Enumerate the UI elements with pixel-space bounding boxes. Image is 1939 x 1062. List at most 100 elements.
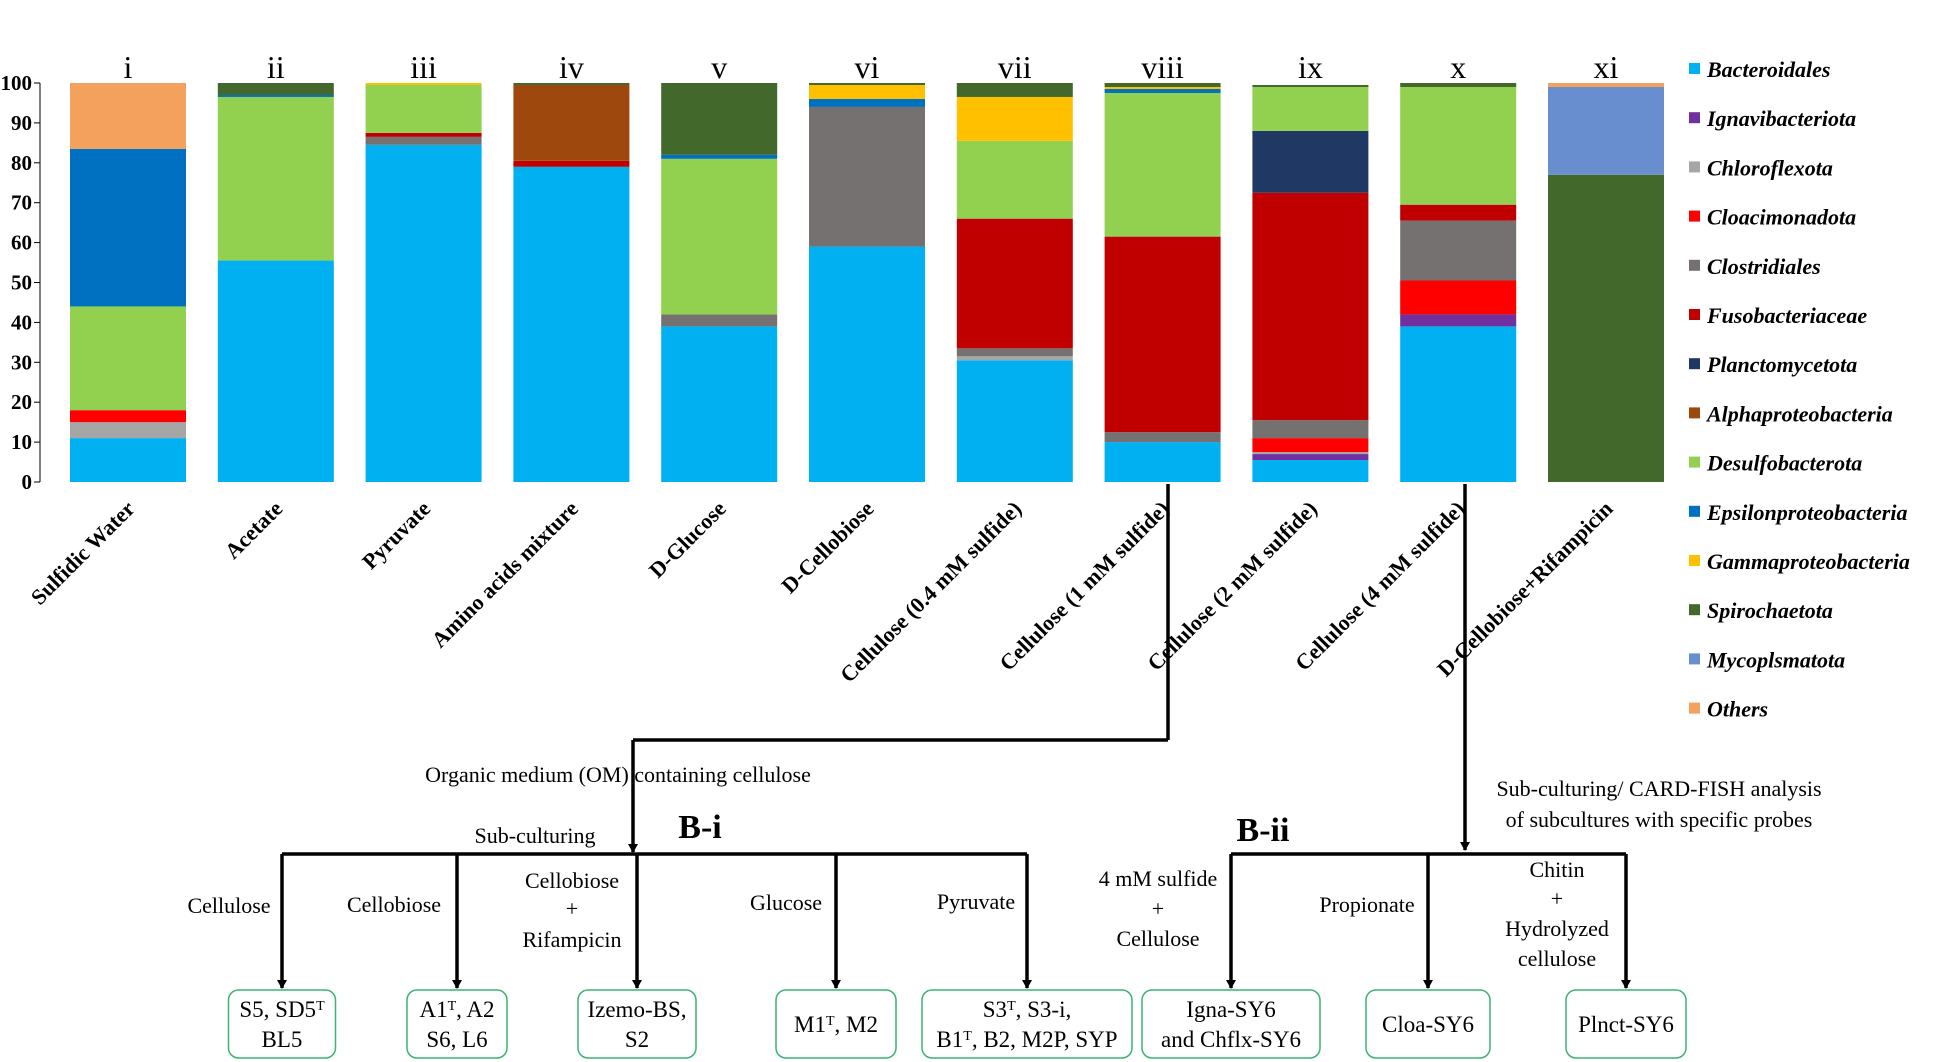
section-label-b-ii: B-ii — [1237, 812, 1290, 849]
bar-segment — [1400, 314, 1517, 327]
condition-label: cellulose — [1518, 946, 1596, 971]
strain-segment: S3 — [983, 997, 1007, 1022]
strain-text: S6, L6 — [426, 1027, 487, 1052]
strain-segment: S2 — [625, 1027, 649, 1052]
bar-segment — [809, 246, 925, 482]
bar-segment — [661, 326, 778, 482]
category-label: Pyruvate — [357, 496, 435, 574]
strain-segment: Izemo-BS, — [587, 997, 686, 1022]
legend-swatch — [1689, 210, 1700, 222]
legend-swatch — [1689, 604, 1700, 616]
legend-swatch — [1689, 309, 1700, 320]
bar-numeral: vi — [855, 49, 880, 85]
condition-label: + — [566, 896, 578, 921]
bar-segment — [809, 83, 925, 85]
condition-label: Glucose — [750, 890, 822, 915]
legend-label: Bacteroidales — [1706, 57, 1830, 82]
bar-segment — [809, 84, 925, 99]
bar-segment — [513, 83, 630, 85]
strain-segment: , B2, M2P, SYP — [972, 1027, 1118, 1052]
category-label: D-Cellobiose — [776, 496, 879, 599]
y-tick-label: 70 — [11, 191, 32, 215]
legend-swatch — [1689, 702, 1700, 714]
strain-segment: Plnct-SY6 — [1578, 1012, 1674, 1037]
strain-text: M1T, M2 — [794, 1012, 878, 1037]
strain-text: Izemo-BS, — [587, 997, 686, 1022]
strain-text: B1T, B2, M2P, SYP — [936, 1027, 1117, 1052]
bar-segment — [365, 144, 482, 482]
legend-label: Others — [1707, 697, 1768, 722]
bar-segment — [661, 154, 778, 159]
flow-diagram: Organic medium (OM) containing cellulose… — [187, 484, 1822, 1059]
bar-segment — [956, 140, 1073, 219]
bar-segment — [1252, 452, 1369, 455]
bar-numeral: iv — [559, 49, 584, 85]
bar-segment — [1400, 204, 1517, 221]
bar-segment — [70, 422, 186, 439]
bar-segment — [956, 218, 1073, 349]
superscript: T — [316, 999, 325, 1014]
condition-label: Cellulose — [1116, 926, 1199, 951]
bar-segment — [809, 98, 925, 107]
legend-swatch — [1689, 505, 1700, 517]
legend-swatch — [1689, 653, 1700, 665]
y-tick-label: 90 — [11, 111, 32, 135]
legend-label: Mycoplsmatota — [1706, 647, 1845, 672]
strain-segment: S6, L6 — [426, 1027, 487, 1052]
bar-segment — [1104, 86, 1221, 89]
bar-segment — [1104, 236, 1221, 433]
strain-segment: , M2 — [835, 1012, 878, 1037]
legend-label: Planctomycetota — [1706, 352, 1857, 377]
legend-label: Chloroflexota — [1707, 155, 1833, 180]
bar-segment — [1400, 220, 1517, 281]
bar-numeral: i — [124, 49, 133, 85]
legend-label: Spirochaetota — [1707, 598, 1833, 623]
strain-text: S5, SD5T — [239, 997, 325, 1022]
category-label: Amino acids mixture — [426, 496, 583, 653]
condition-label: Cellobiose — [525, 868, 619, 893]
bar-segment — [217, 94, 334, 97]
bar-segment — [661, 314, 778, 327]
condition-label: + — [1551, 886, 1563, 911]
bar-segment — [1104, 92, 1221, 237]
legend-swatch — [1689, 358, 1700, 370]
strain-segment: M1 — [794, 1012, 826, 1037]
bar-segment — [70, 148, 186, 307]
legend-label: Alphaproteobacteria — [1705, 401, 1893, 426]
strain-text: BL5 — [262, 1027, 303, 1052]
strain-segment: , S3-i, — [1016, 997, 1072, 1022]
legend-label: Fusobacteriaceae — [1706, 303, 1867, 328]
bar-segment — [1104, 442, 1221, 482]
superscript: T — [448, 999, 457, 1014]
bar-numeral: vii — [998, 49, 1032, 85]
strain-box — [1565, 989, 1687, 1059]
bar-segment — [1252, 192, 1369, 421]
y-tick-label: 40 — [11, 310, 32, 334]
bar-numeral: ii — [267, 49, 285, 85]
bar-segment — [1252, 460, 1369, 482]
legend-swatch — [1689, 112, 1700, 124]
legend-label: Ignavibacteriota — [1706, 106, 1856, 131]
strain-text: Cloa-SY6 — [1382, 1012, 1474, 1037]
bar-numeral: iii — [410, 49, 437, 85]
bar-segment — [809, 106, 925, 247]
legend-swatch — [1689, 259, 1700, 271]
condition-label: Cellulose — [187, 893, 270, 918]
bar-segment — [217, 96, 334, 261]
bar-numeral: x — [1450, 49, 1466, 85]
legend-swatch — [1689, 161, 1700, 173]
strain-segment: S5, SD5 — [239, 997, 316, 1022]
condition-label: + — [1152, 896, 1164, 921]
y-tick-label: 50 — [11, 271, 32, 295]
strain-segment: , A2 — [456, 997, 494, 1022]
legend-swatch — [1689, 456, 1700, 468]
subculture-probe-label: Sub-culturing/ CARD-FISH analysis — [1496, 776, 1821, 801]
condition-label: Rifampicin — [523, 927, 622, 952]
condition-label: 4 mM sulfide — [1099, 866, 1218, 891]
bar-segment — [956, 360, 1073, 482]
legend-label: Clostridiales — [1707, 254, 1821, 279]
condition-label: Hydrolyzed — [1505, 916, 1609, 941]
y-tick-label: 0 — [22, 470, 33, 494]
strain-segment: BL5 — [262, 1027, 303, 1052]
strain-segment: A1 — [419, 997, 447, 1022]
